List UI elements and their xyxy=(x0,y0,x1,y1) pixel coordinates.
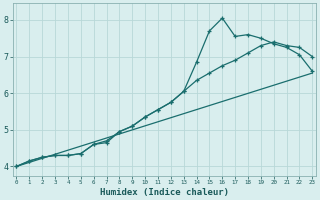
X-axis label: Humidex (Indice chaleur): Humidex (Indice chaleur) xyxy=(100,188,229,197)
